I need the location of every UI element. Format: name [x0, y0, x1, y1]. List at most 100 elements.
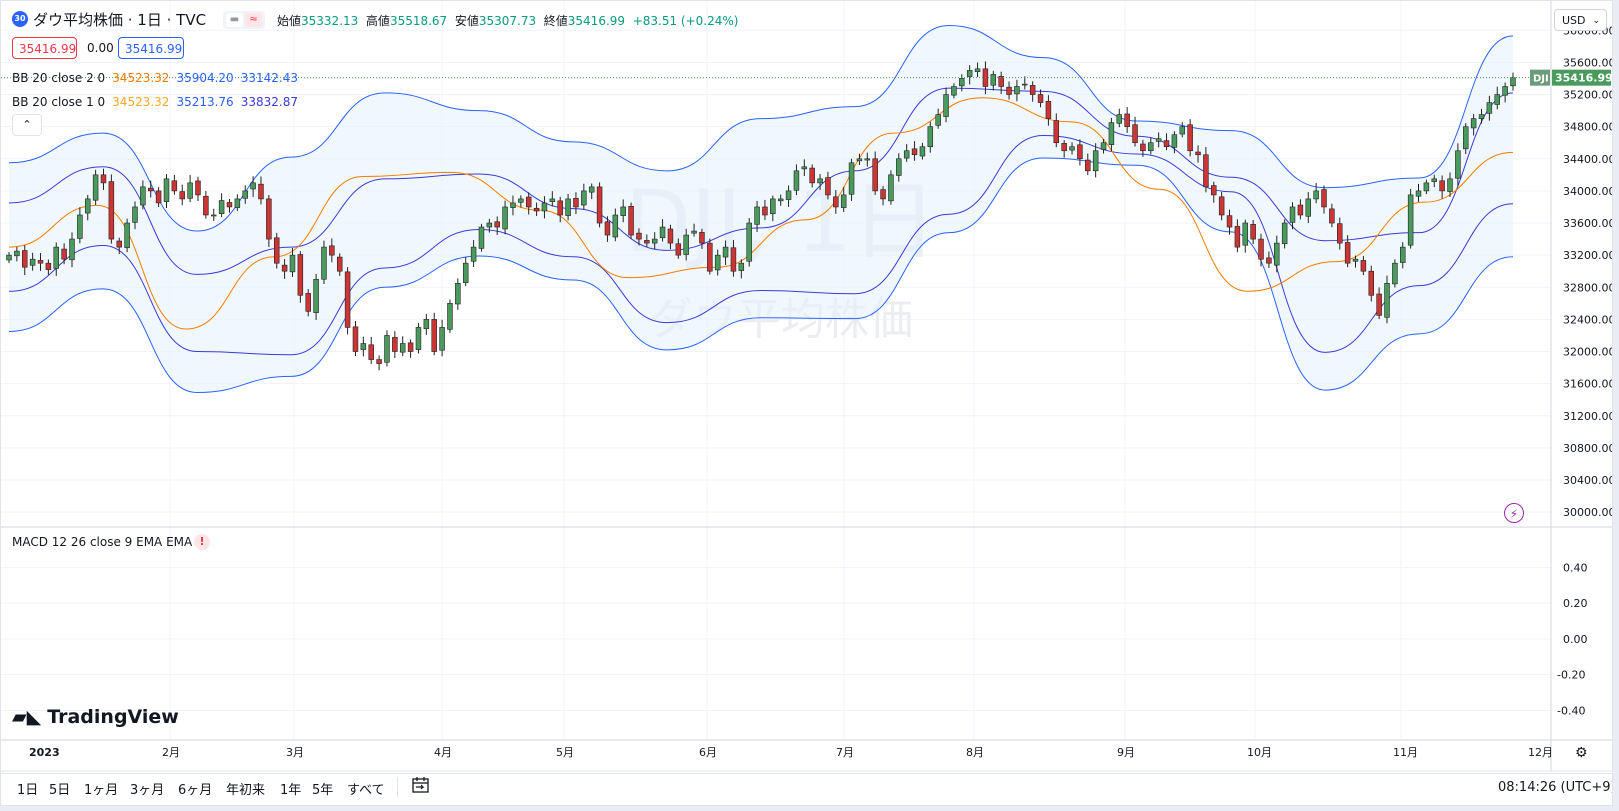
candle-body	[1163, 140, 1170, 148]
time-tick-label: 6月	[699, 746, 717, 759]
candle-body	[636, 232, 642, 240]
candle-body	[1360, 260, 1367, 272]
candle-body	[368, 344, 374, 360]
candle-body	[329, 245, 335, 256]
compare-toggle[interactable]: ▬ ≈	[223, 11, 265, 29]
range-1m[interactable]: 1ヶ月	[84, 783, 119, 798]
candle-body	[179, 191, 185, 200]
macd-label[interactable]: MACD 12 26 close 9 EMA EMA	[12, 535, 193, 549]
candle-body	[596, 186, 603, 224]
candle-body	[69, 238, 75, 261]
candle-body	[203, 195, 209, 216]
candle-body	[61, 248, 67, 260]
symbol-title[interactable]: ダウ平均株価 · 1日 · TVC	[33, 11, 207, 29]
candle-body	[1478, 114, 1485, 119]
price-tick-label: 30000.00	[1563, 506, 1613, 519]
price-tick-label: 34800.00	[1563, 121, 1613, 134]
clock-timezone[interactable]: 08:14:26 (UTC+9)	[1498, 780, 1613, 795]
minus-icon[interactable]: ▬	[226, 13, 243, 27]
bb-lower2-line	[8, 157, 1514, 393]
candle-body	[1250, 224, 1256, 240]
price-tick-label: 30400.00	[1563, 474, 1613, 487]
candle-body	[6, 254, 12, 261]
candle-body	[628, 206, 634, 236]
candle-body	[1077, 144, 1083, 160]
candle-body	[77, 214, 83, 239]
candle-body	[1179, 126, 1186, 135]
bb2-lower: 33142.43	[240, 71, 298, 85]
time-tick-label: 7月	[836, 746, 854, 759]
range-3m[interactable]: 3ヶ月	[130, 783, 165, 798]
price-tag: 35416.99	[1555, 72, 1613, 85]
candle-body	[588, 186, 595, 193]
candle-body	[132, 206, 138, 223]
candle-body	[116, 240, 122, 248]
candle-body	[1447, 178, 1453, 192]
candle-body	[998, 76, 1004, 87]
collapse-legend-button[interactable]: ⌃	[12, 114, 42, 136]
candle-body	[1203, 154, 1209, 188]
candle-body	[1274, 242, 1280, 266]
candle-body	[163, 178, 170, 202]
range-1y[interactable]: 1年	[280, 783, 302, 798]
candle-body	[880, 189, 886, 200]
candle-body	[691, 230, 697, 234]
calendar-icon[interactable]	[411, 776, 431, 794]
range-all[interactable]: すべて	[347, 783, 385, 798]
range-ytd[interactable]: 年初来	[226, 783, 266, 798]
close-label: 終値	[543, 14, 568, 28]
range-5y[interactable]: 5年	[312, 783, 334, 798]
symbol-tag: DJI	[1533, 74, 1549, 85]
candle-body	[730, 247, 737, 272]
candle-body	[966, 70, 973, 77]
candle-body	[1297, 204, 1304, 216]
candle-body	[486, 222, 493, 228]
candle-body	[147, 187, 154, 192]
candle-body	[644, 240, 650, 244]
candle-body	[1376, 293, 1382, 316]
lightning-icon[interactable]: ⚡	[1504, 503, 1524, 523]
candle-body	[108, 181, 115, 240]
candle-body	[45, 262, 52, 270]
toolbar-divider	[397, 777, 398, 797]
range-1d[interactable]: 1日	[17, 783, 39, 798]
candle-body	[447, 303, 453, 330]
wave-icon[interactable]: ≈	[245, 13, 262, 27]
warning-icon[interactable]: !	[194, 534, 210, 550]
candle-body	[289, 254, 296, 273]
candle-body	[1211, 185, 1217, 196]
chevron-up-icon: ⌃	[22, 118, 32, 131]
candle-body	[793, 170, 800, 191]
candle-body	[258, 183, 264, 200]
bb1-legend[interactable]: BB 20 close 1 0 34523.32 35213.76 33832.87	[12, 95, 298, 109]
candle-body	[675, 243, 682, 256]
candle-body	[903, 150, 910, 159]
currency-select[interactable]: USD ⌄	[1554, 9, 1607, 31]
range-5d[interactable]: 5日	[49, 783, 71, 798]
candle-body	[714, 254, 721, 271]
candle-body	[140, 186, 146, 206]
candle-body	[1337, 223, 1343, 244]
buy-button[interactable]: 35416.99	[118, 37, 184, 59]
candle-body	[1510, 77, 1516, 87]
tradingview-logo[interactable]: ▰◣ TradingView	[12, 706, 179, 728]
sell-button[interactable]: 35416.99	[12, 37, 77, 59]
candle-body	[1029, 85, 1036, 95]
candle-body	[1431, 178, 1437, 182]
candle-body	[305, 293, 311, 312]
candle-body	[738, 262, 745, 271]
candle-body	[1439, 180, 1445, 192]
spread-value: 0.00	[87, 41, 114, 55]
high-value: 35518.67	[389, 14, 448, 28]
candle-body	[770, 198, 776, 215]
candle-body	[195, 180, 201, 196]
price-tick-label: 31200.00	[1563, 410, 1613, 423]
candle-body	[809, 167, 815, 184]
candle-body	[455, 282, 461, 305]
bb2-legend[interactable]: BB 20 close 2 0 34523.32 35904.20 33142.43	[12, 71, 298, 85]
gear-icon[interactable]: ⚙	[1575, 745, 1588, 761]
range-6m[interactable]: 6ヶ月	[178, 783, 213, 798]
currency-value: USD	[1562, 14, 1586, 27]
candle-body	[518, 198, 524, 203]
